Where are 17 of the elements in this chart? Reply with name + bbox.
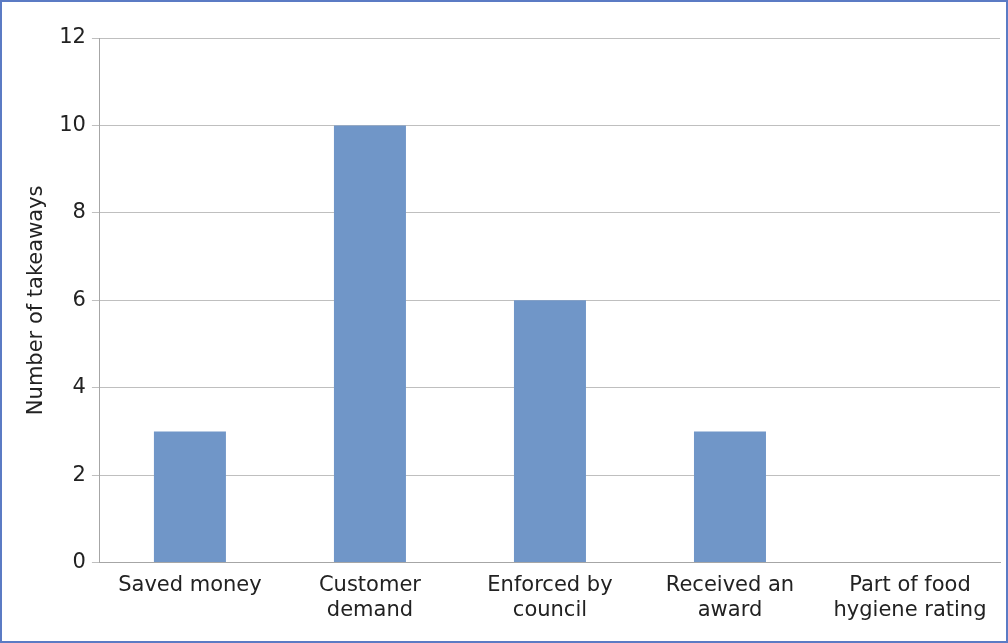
y-tick-label: 12	[59, 24, 86, 49]
x-tick-label: Part of food hygiene rating	[833, 571, 987, 621]
y-tick-label: 2	[72, 461, 86, 486]
bar	[153, 431, 226, 563]
y-tick-label: 6	[72, 286, 86, 311]
bar	[333, 125, 406, 563]
x-tick-label: Customer demand	[318, 571, 422, 621]
x-tick-label: Enforced by council	[487, 571, 613, 621]
x-tick-label: Received an award	[665, 571, 795, 621]
x-tick-label: Saved money	[118, 571, 262, 596]
y-axis-title: Number of takeaways	[23, 185, 48, 416]
y-tick-label: 10	[59, 111, 86, 136]
y-tick-label: 4	[72, 374, 86, 399]
y-tick-label: 0	[72, 549, 86, 574]
bar	[693, 431, 766, 563]
y-tick-label: 8	[72, 199, 86, 224]
bar	[513, 300, 586, 563]
